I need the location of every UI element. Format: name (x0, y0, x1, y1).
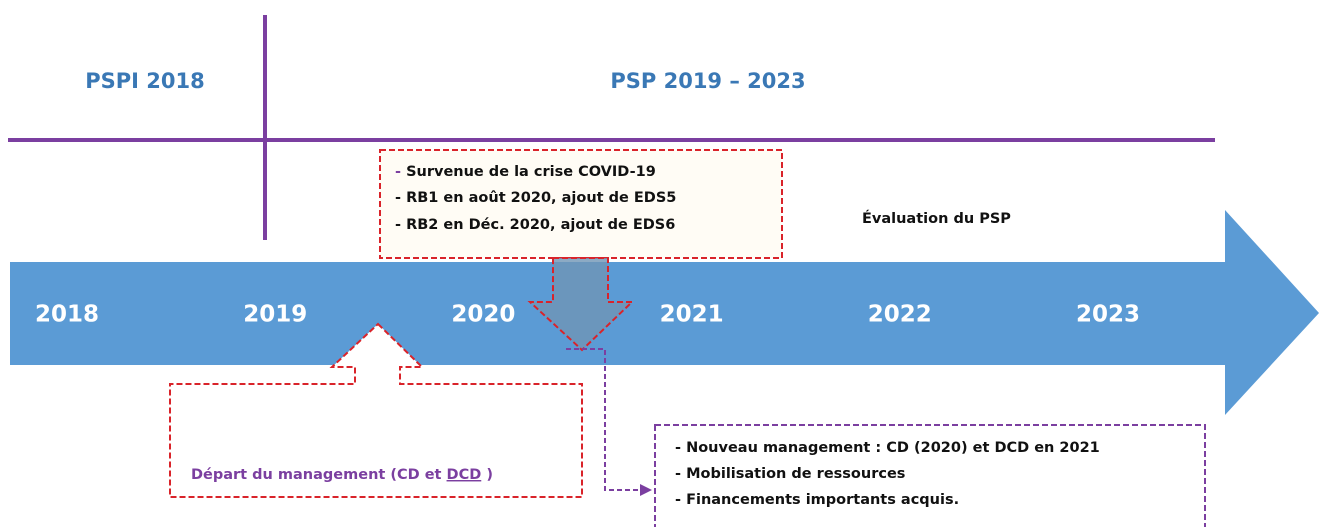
management-line: - Nouveau management : CD (2020) et DCD … (675, 440, 1100, 456)
year-label: 2019 (243, 302, 307, 328)
management-line: - Financements importants acquis. (675, 492, 959, 508)
covid-line: - RB1 en août 2020, ajout de EDS5 (395, 190, 676, 206)
connector-head (640, 484, 652, 496)
down-arrow (527, 257, 635, 352)
year-label: 2023 (1076, 302, 1140, 328)
year-label: 2018 (35, 302, 99, 328)
covid-line: - RB2 en Déc. 2020, ajout de EDS6 (395, 217, 675, 233)
phase-label: PSPI 2018 (85, 69, 204, 93)
covid-line: - Survenue de la crise COVID-19 (395, 164, 656, 180)
year-label: 2021 (660, 302, 724, 328)
year-label: 2022 (868, 302, 932, 328)
management-line: - Mobilisation de ressources (675, 466, 905, 482)
year-label: 2020 (451, 302, 515, 328)
years: 2018 2019 2020 2021 2022 2023 (35, 302, 1140, 328)
management-box (654, 424, 1206, 527)
evaluation-label: Évaluation du PSP (862, 210, 1011, 227)
phase-label: PSP 2019 – 2023 (610, 69, 805, 93)
departure-box (169, 322, 583, 498)
departure-label: Départ du management (CD et DCD ) (191, 467, 493, 483)
connector (566, 348, 642, 491)
covid-box (379, 149, 783, 259)
